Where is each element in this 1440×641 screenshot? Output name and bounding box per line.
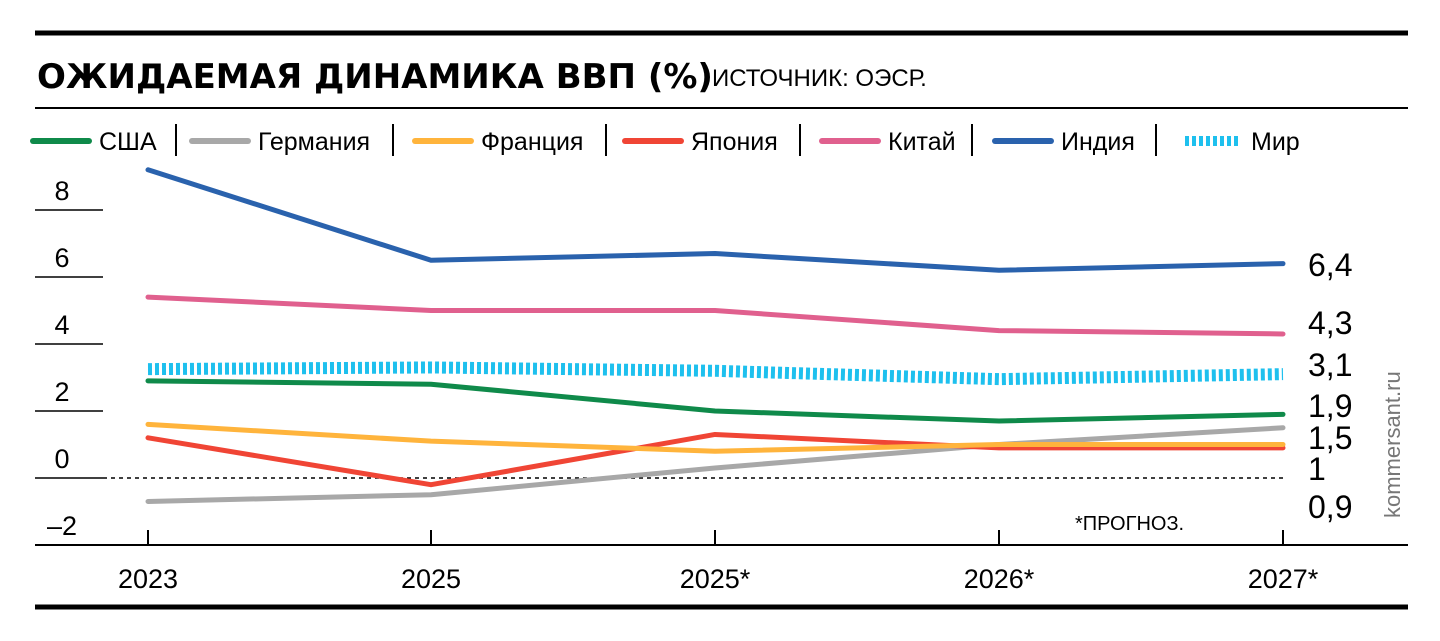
series-line-6 (147, 361, 1284, 386)
end-label: 1 (1308, 451, 1326, 487)
end-label: 1,5 (1308, 420, 1352, 456)
legend-label: США (99, 128, 157, 156)
legend-label: Мир (1251, 128, 1300, 156)
y-tick-label: 8 (54, 176, 69, 206)
forecast-note: *ПРОГНОЗ. (1075, 513, 1184, 535)
series-lines (145, 167, 1286, 504)
y-tick-label: –2 (47, 511, 77, 541)
y-axis: –2 0 2 4 6 8 (35, 176, 103, 546)
x-tick-label: 2023 (118, 564, 178, 594)
x-axis: 2023 2025 2025* 2026* 2027* (118, 530, 1319, 594)
watermark: kommersant.ru (1380, 371, 1405, 518)
chart-title: ОЖИДАЕМАЯ ДИНАМИКА ВВП (%) (37, 57, 713, 97)
end-label: 3,1 (1308, 347, 1352, 383)
end-label: 4,3 (1308, 305, 1352, 341)
series-line-3 (145, 431, 1286, 488)
legend-label: Германия (258, 128, 370, 156)
y-tick-label: 6 (54, 243, 69, 273)
legend-label: Франция (481, 128, 583, 156)
x-tick-label: 2025 (401, 564, 461, 594)
end-label: 0,9 (1308, 489, 1352, 525)
chart-source: ИСТОЧНИК: ОЭСР. (712, 65, 927, 92)
y-tick-label: 4 (54, 310, 69, 340)
legend-label: Индия (1061, 128, 1135, 156)
x-tick-label: 2026* (964, 564, 1035, 594)
legend-label: Китай (888, 128, 956, 156)
series-line-5 (145, 167, 1286, 273)
end-label: 1,9 (1308, 388, 1352, 424)
y-tick-label: 0 (54, 444, 69, 474)
legend: США Германия Франция Япония Китай Индия Мир (30, 124, 1300, 156)
x-tick-label: 2027* (1248, 564, 1319, 594)
series-line-4 (145, 294, 1286, 337)
end-label: 6,4 (1308, 247, 1352, 283)
y-tick-label: 2 (54, 377, 69, 407)
series-line-0 (145, 378, 1286, 424)
legend-label: Япония (691, 128, 778, 156)
end-labels: 1,91,510,9 4,3 6,4 3,1 (1308, 247, 1352, 525)
x-tick-label: 2025* (680, 564, 751, 594)
